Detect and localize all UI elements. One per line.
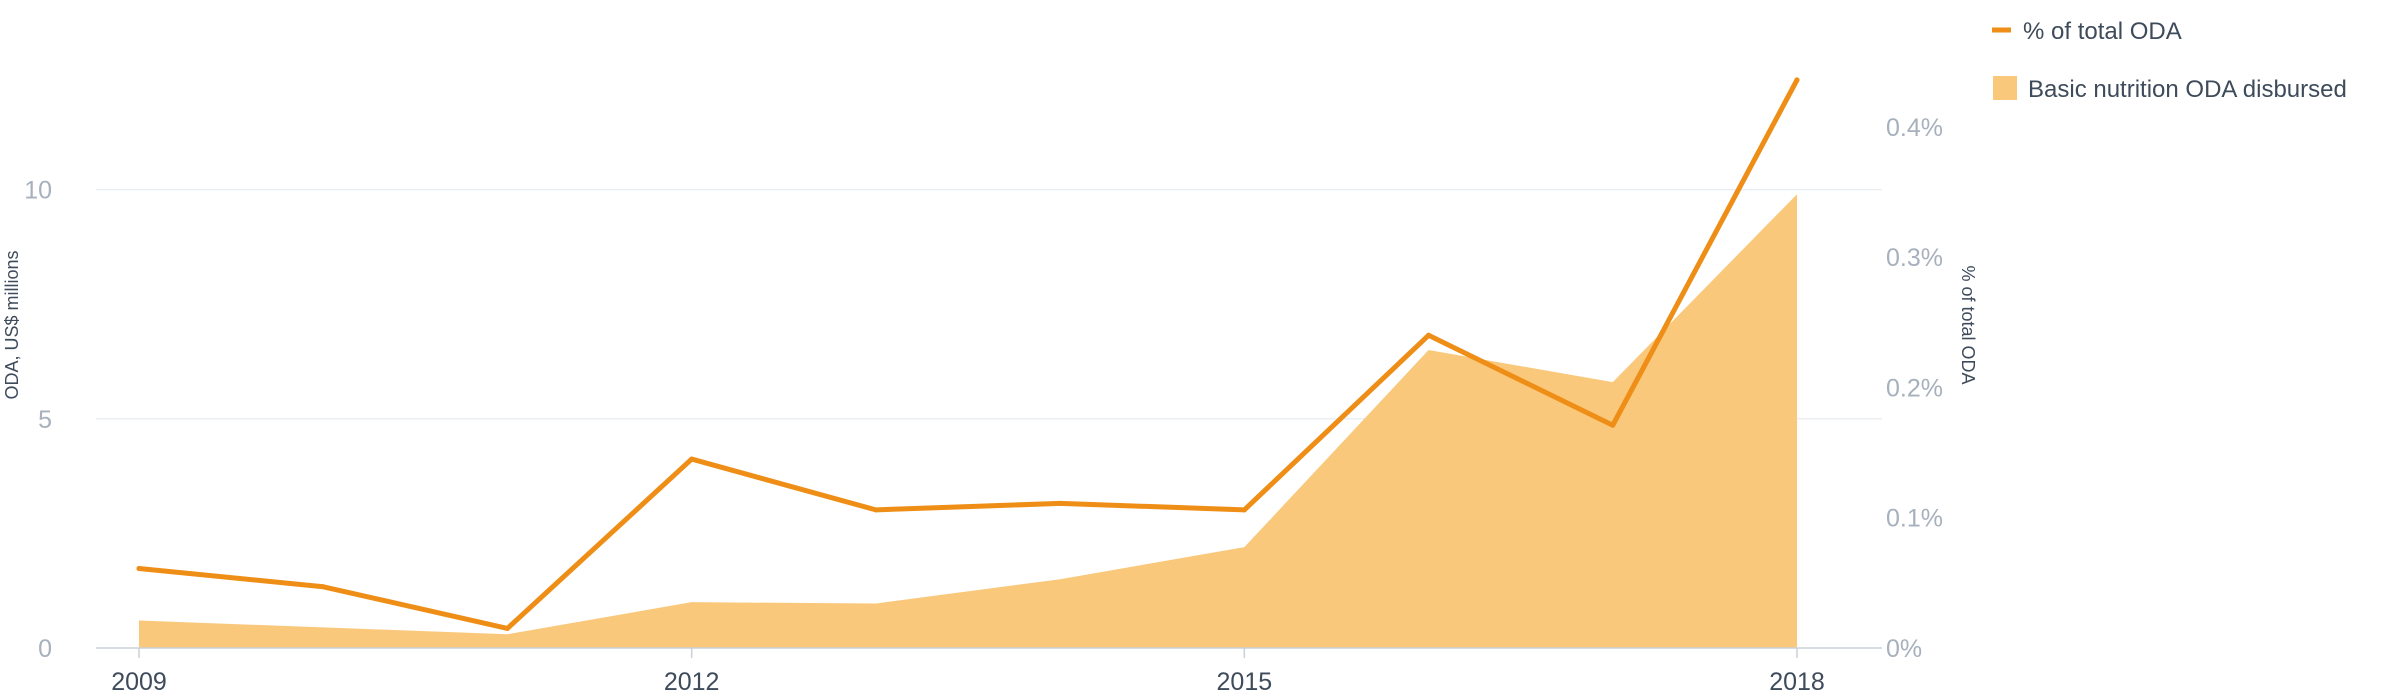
legend-item-area[interactable]: Basic nutrition ODA disbursed: [1993, 76, 2347, 103]
line-series-pct-total-oda: [136, 77, 1800, 631]
line-series-layer: [136, 77, 1800, 631]
line-point[interactable]: [1794, 77, 1800, 83]
legend-label-area: Basic nutrition ODA disbursed: [2028, 76, 2347, 103]
right-tick-label: 0%: [1886, 635, 1922, 663]
line-point[interactable]: [1610, 422, 1616, 428]
line-point[interactable]: [1241, 507, 1247, 513]
x-tick-label: 2015: [1217, 668, 1273, 696]
left-axis-ticks: 0 5 10: [24, 177, 52, 663]
left-tick-label: 0: [38, 635, 52, 663]
right-tick-label: 0.3%: [1886, 244, 1943, 272]
right-tick-label: 0.2%: [1886, 374, 1943, 402]
left-tick-label: 5: [38, 406, 52, 434]
left-tick-label: 10: [24, 177, 52, 205]
legend-area-swatch: [1993, 76, 2017, 100]
x-axis-ticks: 2009 2012 2015 2018: [111, 648, 1825, 696]
x-tick-label: 2018: [1769, 668, 1825, 696]
line-point[interactable]: [136, 566, 142, 572]
line-point[interactable]: [320, 584, 326, 590]
legend-label-line: % of total ODA: [2023, 18, 2182, 45]
legend: % of total ODA Basic nutrition ODA disbu…: [1992, 18, 2347, 103]
legend-item-line[interactable]: % of total ODA: [1992, 18, 2182, 45]
right-tick-label: 0.1%: [1886, 505, 1943, 533]
left-axis-title: ODA, US$ millions: [2, 250, 22, 399]
line-point[interactable]: [1057, 500, 1063, 506]
right-tick-label: 0.4%: [1886, 114, 1943, 142]
area-series-basic-nutrition: [139, 194, 1797, 649]
x-tick-label: 2009: [111, 668, 167, 696]
line-point[interactable]: [1426, 332, 1432, 338]
right-axis-title: % of total ODA: [1958, 265, 1978, 384]
right-axis-ticks: 0% 0.1% 0.2% 0.3% 0.4%: [1886, 114, 1943, 663]
line-point[interactable]: [504, 625, 510, 631]
line-point[interactable]: [689, 456, 695, 462]
area-series-layer: [139, 194, 1797, 649]
x-tick-label: 2012: [664, 668, 720, 696]
line-point[interactable]: [873, 507, 879, 513]
